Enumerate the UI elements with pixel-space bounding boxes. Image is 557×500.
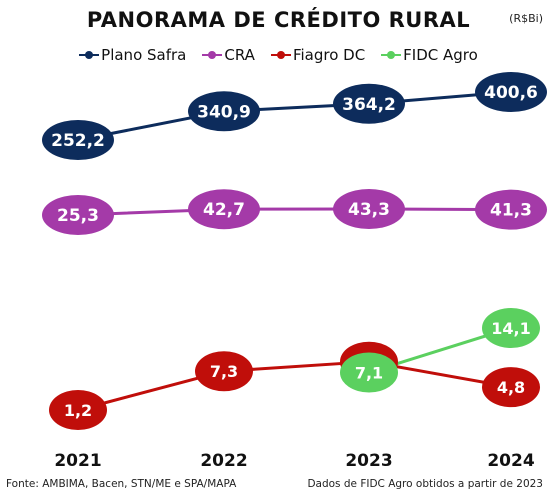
- point-marker: [340, 352, 398, 393]
- legend-item-fidc-agro: FIDC Agro: [381, 46, 478, 64]
- point-marker: [195, 351, 253, 392]
- data-label: 1,2: [64, 401, 92, 420]
- legend-label-cra: CRA: [224, 46, 255, 64]
- data-label: 42,7: [203, 200, 245, 220]
- data-point-fidc-agro-2023: 7,1: [340, 352, 398, 393]
- point-marker: [188, 91, 260, 132]
- data-point-fiagro-dc-2024: 4,8: [482, 367, 540, 408]
- point-marker: [482, 308, 540, 348]
- data-point-plano-safra-2023: 364,2: [333, 83, 405, 124]
- x-tick-label-2021: 2021: [54, 451, 101, 471]
- point-marker: [188, 189, 260, 230]
- data-label: 340,9: [197, 102, 251, 122]
- legend: Plano Safra CRA Fiagro DC FIDC Agro: [0, 46, 557, 64]
- data-point-plano-safra-2022: 340,9: [188, 91, 260, 132]
- legend-swatch-cra: [202, 50, 223, 60]
- data-point-plano-safra-2024: 400,6: [475, 72, 547, 112]
- data-label: 4,8: [497, 378, 525, 397]
- data-point-fiagro-dc-2022: 7,3: [195, 351, 253, 392]
- data-label: 364,2: [342, 95, 396, 115]
- series-line-fiagro-dc: [77, 360, 512, 412]
- legend-swatch-plano-safra: [79, 50, 100, 60]
- point-marker: [475, 189, 547, 230]
- unit-label: (R$Bi): [509, 12, 543, 25]
- data-point-cra-2022: 42,7: [188, 189, 260, 230]
- data-label: 400,6: [484, 83, 538, 103]
- data-label: 7,3: [210, 362, 238, 381]
- point-marker: [475, 72, 547, 112]
- legend-item-cra: CRA: [202, 46, 255, 64]
- point-marker: [42, 120, 114, 160]
- legend-label-plano-safra: Plano Safra: [101, 46, 187, 64]
- legend-label-fiagro-dc: Fiagro DC: [292, 46, 366, 64]
- data-note: Dados de FIDC Agro obtidos a partir de 2…: [307, 478, 543, 490]
- data-point-fiagro-dc-2021: 1,2: [49, 390, 107, 430]
- legend-swatch-fidc-agro: [381, 50, 402, 60]
- legend-label-fidc-agro: FIDC Agro: [403, 46, 478, 64]
- point-marker: [333, 189, 405, 229]
- data-label: 41,3: [490, 201, 532, 221]
- point-marker: [42, 195, 114, 235]
- legend-item-fiagro-dc: Fiagro DC: [270, 46, 366, 64]
- data-point-fidc-agro-2024: 14,1: [482, 308, 540, 348]
- series-line-plano-safra: [77, 90, 512, 142]
- data-label: 252,2: [51, 131, 105, 151]
- point-marker: [49, 390, 107, 430]
- series-line-cra: [77, 207, 512, 217]
- x-tick-label-2023: 2023: [345, 451, 392, 471]
- chart-title: PANORAMA DE CRÉDITO RURAL: [86, 8, 471, 32]
- data-point-plano-safra-2021: 252,2: [42, 120, 114, 160]
- data-label: 14,1: [491, 319, 530, 338]
- data-point-cra-2024: 41,3: [475, 189, 547, 230]
- data-label: 25,3: [57, 206, 99, 226]
- point-marker: [333, 83, 405, 124]
- x-tick-label-2024: 2024: [487, 451, 534, 471]
- point-marker: [482, 367, 540, 408]
- data-label: 7,1: [355, 363, 383, 382]
- data-label: 43,3: [348, 200, 390, 220]
- legend-item-plano-safra: Plano Safra: [79, 46, 186, 64]
- data-point-cra-2023: 43,3: [333, 189, 405, 229]
- data-point-cra-2021: 25,3: [42, 195, 114, 235]
- legend-swatch-fiagro-dc: [270, 50, 291, 60]
- source-note: Fonte: AMBIMA, Bacen, STN/ME e SPA/MAPA: [6, 478, 237, 490]
- x-tick-label-2022: 2022: [200, 451, 247, 471]
